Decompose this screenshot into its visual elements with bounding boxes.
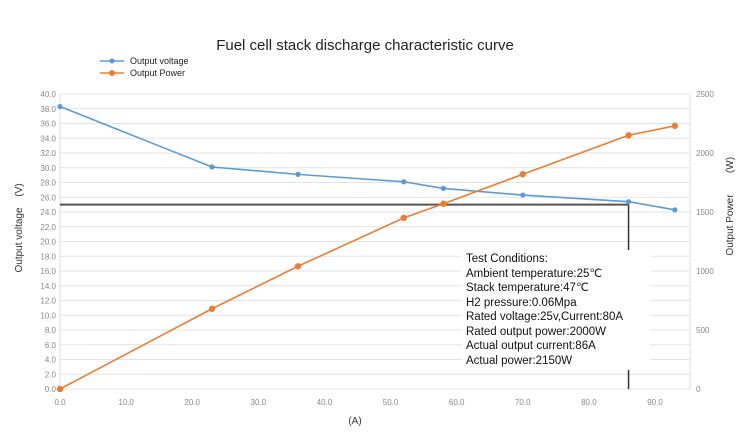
x-tick-label: 90.0 (647, 398, 663, 407)
power-point (208, 305, 216, 312)
voltage-point (57, 103, 63, 110)
x-tick-label: 10.0 (118, 398, 134, 407)
test-condition-line: Rated output power:2000W (466, 325, 607, 338)
test-condition-line: Ambient temperature:25℃ (466, 267, 603, 280)
legend-power-label: Output Power (130, 68, 185, 78)
y-tick-label: 8.0 (45, 326, 57, 335)
y-tick-label: 18.0 (40, 252, 56, 261)
test-conditions-box: Test Conditions: Ambient temperature:25℃ S… (462, 250, 650, 370)
legend: Output voltage Output Power (100, 56, 189, 78)
voltage-point (401, 179, 407, 185)
test-condition-line: Actual output current:86A (466, 340, 596, 352)
test-condition-line: Test Conditions: (466, 253, 548, 265)
y-tick-label: 30.0 (40, 164, 56, 173)
voltage-point (520, 192, 526, 198)
x-tick-label: 20.0 (184, 398, 200, 407)
y2-tick-label: 1500 (696, 208, 714, 217)
x-tick-label: 80.0 (581, 398, 597, 407)
y-axis-label: Output voltage (14, 207, 25, 272)
power-point (400, 214, 407, 222)
y-tick-label: 16.0 (40, 267, 56, 276)
x-axis-label: (A) (348, 416, 361, 427)
voltage-point (672, 207, 678, 213)
x-tick-label: 50.0 (383, 398, 399, 407)
y2-axis-unit: (W) (725, 157, 736, 173)
x-tick-label: 0.0 (54, 398, 66, 407)
y-tick-label: 2.0 (45, 370, 57, 379)
x-tick-label: 30.0 (251, 398, 267, 407)
power-point (440, 200, 447, 207)
voltage-point (625, 199, 632, 205)
y-tick-label: 0.0 (45, 385, 57, 394)
y2-axis-label: Output Power (725, 194, 736, 256)
chart-title: Fuel cell stack discharge characteristic… (216, 37, 514, 54)
power-point (519, 171, 526, 178)
y-axis-unit: (V) (14, 183, 25, 196)
x-tick-label: 60.0 (449, 398, 465, 407)
x-tick-label: 40.0 (317, 398, 333, 407)
y-tick-label: 26.0 (40, 193, 56, 202)
y-tick-label: 36.0 (40, 120, 56, 129)
x-tick-label: 70.0 (515, 398, 531, 407)
test-condition-line: Rated voltage:25v,Current:80A (466, 311, 624, 323)
y-tick-label: 12.0 (40, 297, 56, 306)
y-tick-label: 24.0 (40, 208, 56, 217)
legend-voltage-label: Output voltage (130, 56, 189, 66)
y-tick-label: 6.0 (45, 341, 57, 350)
power-point (294, 263, 302, 270)
power-point (56, 385, 64, 393)
series-line-voltage (59, 105, 675, 211)
y2-tick-label: 2000 (696, 149, 714, 158)
y2-tick-label: 500 (696, 326, 710, 335)
y-tick-label: 10.0 (40, 311, 56, 320)
y-tick-label: 22.0 (40, 223, 56, 232)
legend-voltage-marker (109, 58, 115, 64)
y-tick-label: 40.0 (40, 90, 56, 99)
y2-tick-label: 2500 (696, 90, 714, 99)
y-tick-label: 32.0 (40, 149, 56, 158)
y2-tick-label: 0 (696, 385, 701, 394)
y-tick-label: 38.0 (40, 105, 56, 114)
test-condition-line: Stack temperature:47℃ (466, 282, 589, 294)
power-point (671, 122, 679, 130)
test-condition-line: Actual power:2150W (466, 354, 573, 367)
y-tick-label: 20.0 (40, 238, 56, 247)
legend-power-marker (109, 70, 115, 76)
y-tick-label: 34.0 (40, 134, 56, 143)
series-line-power (59, 125, 675, 390)
y2-tick-label: 1000 (696, 267, 714, 276)
voltage-point (440, 185, 447, 191)
voltage-point (295, 171, 301, 177)
power-point (625, 132, 632, 139)
y-tick-label: 4.0 (45, 356, 57, 365)
voltage-point (209, 164, 215, 170)
y-tick-label: 14.0 (40, 282, 56, 291)
y-tick-label: 28.0 (40, 179, 56, 188)
test-condition-line: H2 pressure:0.06Mpa (466, 296, 577, 309)
